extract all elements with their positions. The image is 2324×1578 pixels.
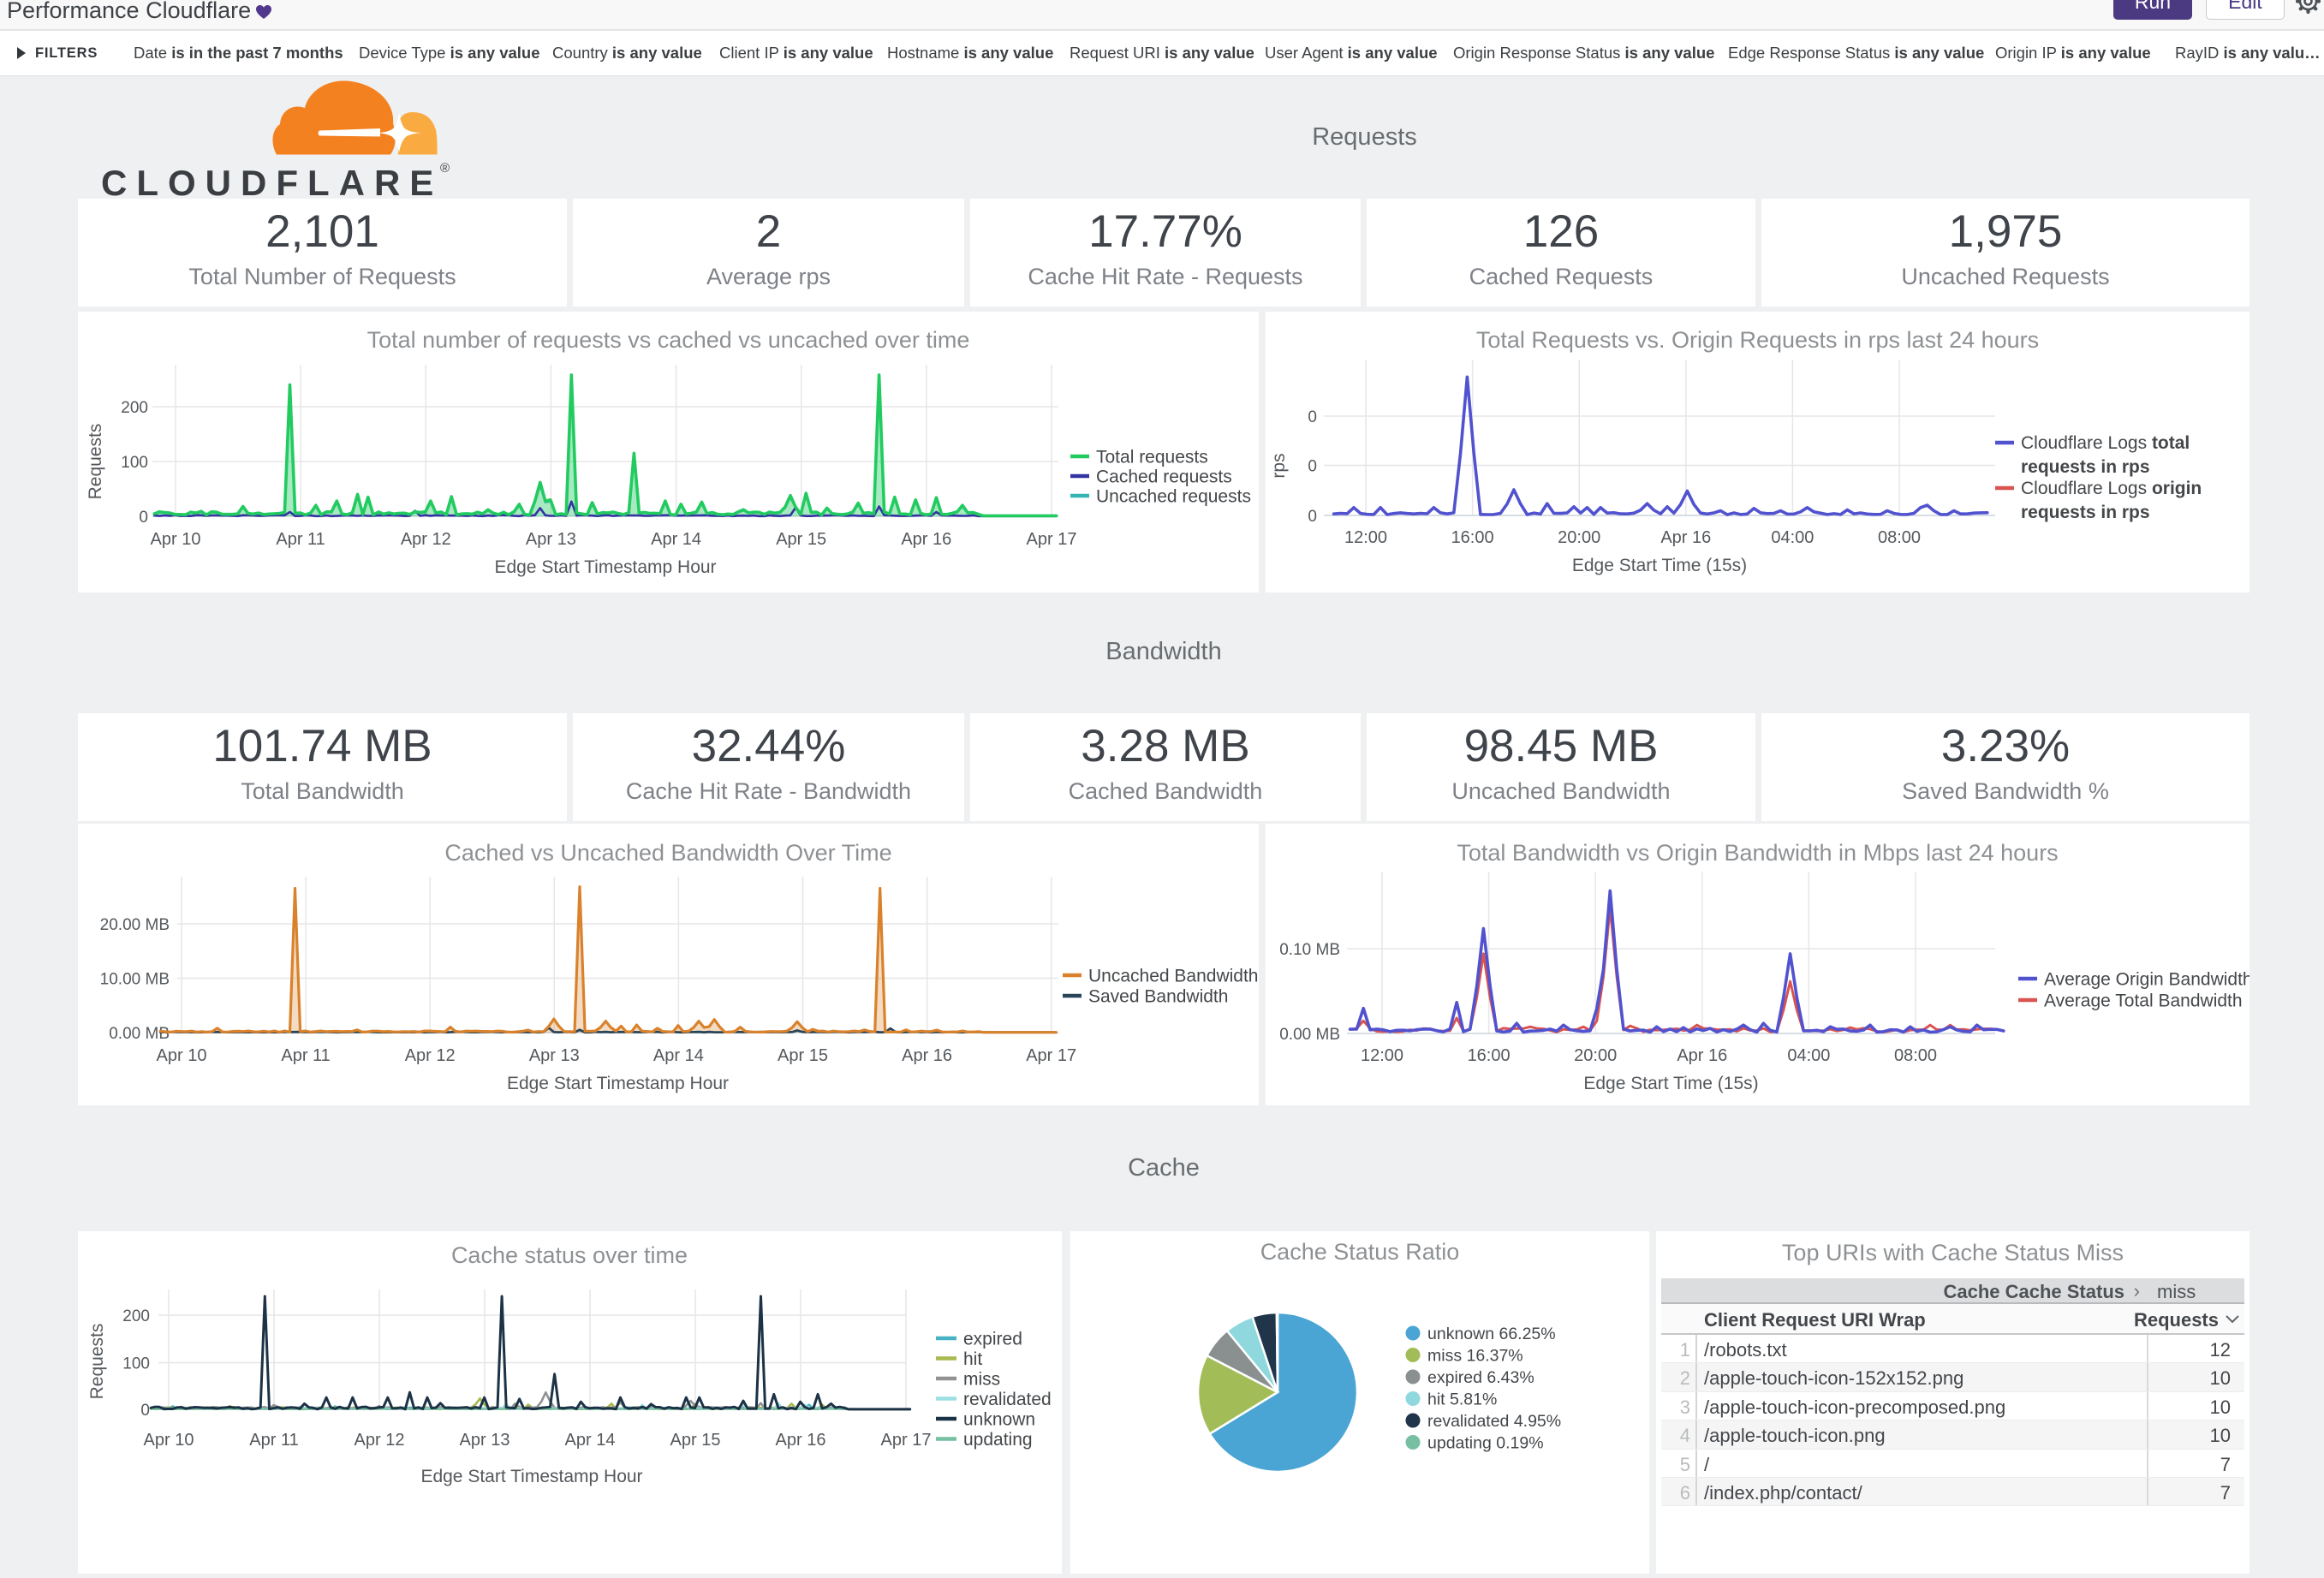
svg-text:Total Bandwidth vs Origin Band: Total Bandwidth vs Origin Bandwidth in M… (1457, 840, 2058, 866)
svg-text:Apr 12: Apr 12 (401, 530, 451, 549)
svg-text:Apr 10: Apr 10 (144, 1431, 194, 1450)
svg-text:Apr 16: Apr 16 (1660, 528, 1711, 547)
svg-text:Apr 14: Apr 14 (651, 530, 701, 549)
svg-text:Apr 13: Apr 13 (460, 1431, 510, 1450)
svg-text:revalidated: revalidated (963, 1390, 1052, 1409)
svg-text:Edge Start Timestamp Hour: Edge Start Timestamp Hour (494, 557, 716, 577)
svg-text:04:00: 04:00 (1787, 1046, 1830, 1065)
svg-text:rps: rps (1269, 453, 1289, 478)
svg-text:Apr 17: Apr 17 (1027, 530, 1077, 549)
svg-text:Apr 13: Apr 13 (526, 530, 576, 549)
svg-text:Edge Start Time (15s): Edge Start Time (15s) (1572, 556, 1747, 575)
svg-text:Requests: Requests (87, 1324, 107, 1400)
svg-text:Apr 16: Apr 16 (901, 530, 951, 549)
svg-text:100: 100 (122, 1355, 150, 1373)
svg-text:unknown 66.25%: unknown 66.25% (1427, 1325, 1556, 1343)
svg-text:12:00: 12:00 (1344, 528, 1387, 547)
svg-text:0: 0 (1308, 508, 1317, 526)
svg-text:10.00 MB: 10.00 MB (100, 971, 170, 989)
svg-text:Cloudflare Logs total: Cloudflare Logs total (2021, 433, 2190, 453)
svg-text:Apr 14: Apr 14 (653, 1046, 704, 1065)
svg-text:16:00: 16:00 (1451, 528, 1494, 547)
svg-text:Total Requests vs. Origin Requ: Total Requests vs. Origin Requests in rp… (1476, 327, 2039, 353)
svg-text:unknown: unknown (963, 1410, 1035, 1430)
svg-text:20:00: 20:00 (1574, 1046, 1617, 1065)
svg-text:Apr 15: Apr 15 (776, 530, 826, 549)
svg-text:requests in rps: requests in rps (2021, 503, 2150, 522)
svg-text:Requests: Requests (86, 424, 105, 500)
svg-text:Cloudflare Logs origin: Cloudflare Logs origin (2021, 479, 2202, 498)
svg-text:20:00: 20:00 (1558, 528, 1600, 547)
svg-text:Apr 10: Apr 10 (151, 530, 201, 549)
svg-text:Apr 11: Apr 11 (249, 1431, 298, 1450)
svg-text:Apr 12: Apr 12 (405, 1046, 456, 1065)
svg-text:200: 200 (122, 1307, 150, 1325)
svg-text:Apr 17: Apr 17 (881, 1431, 932, 1450)
svg-text:Apr 16: Apr 16 (902, 1046, 952, 1065)
svg-text:miss: miss (963, 1370, 1000, 1390)
svg-text:16:00: 16:00 (1468, 1046, 1511, 1065)
svg-text:Edge Start Timestamp Hour: Edge Start Timestamp Hour (507, 1074, 729, 1093)
svg-text:Apr 14: Apr 14 (565, 1431, 616, 1450)
svg-text:Apr 17: Apr 17 (1026, 1046, 1076, 1065)
svg-text:revalidated 4.95%: revalidated 4.95% (1427, 1412, 1561, 1431)
svg-text:miss 16.37%: miss 16.37% (1427, 1347, 1523, 1366)
svg-text:20.00 MB: 20.00 MB (100, 916, 170, 934)
svg-text:®: ® (440, 161, 450, 176)
svg-text:requests in rps: requests in rps (2021, 457, 2150, 477)
svg-text:0.00 MB: 0.00 MB (1279, 1026, 1340, 1044)
svg-text:0.00 MB: 0.00 MB (109, 1025, 170, 1043)
svg-text:04:00: 04:00 (1771, 528, 1814, 547)
svg-text:Apr 15: Apr 15 (778, 1046, 828, 1065)
svg-text:Total requests: Total requests (1096, 448, 1208, 467)
svg-text:Apr 16: Apr 16 (776, 1431, 826, 1450)
svg-text:Uncached requests: Uncached requests (1096, 487, 1251, 507)
svg-text:0: 0 (139, 509, 148, 527)
svg-text:Apr 12: Apr 12 (355, 1431, 405, 1450)
svg-text:hit: hit (963, 1349, 982, 1369)
svg-text:Apr 15: Apr 15 (670, 1431, 721, 1450)
svg-text:Edge Start Timestamp Hour: Edge Start Timestamp Hour (420, 1467, 642, 1486)
svg-text:Total number of requests vs ca: Total number of requests vs cached vs un… (367, 327, 970, 353)
svg-text:Apr 13: Apr 13 (529, 1046, 580, 1065)
svg-text:Uncached Bandwidth: Uncached Bandwidth (1088, 967, 1258, 986)
svg-text:0.10 MB: 0.10 MB (1279, 941, 1340, 959)
svg-text:Apr 11: Apr 11 (276, 530, 325, 549)
svg-text:08:00: 08:00 (1894, 1046, 1937, 1065)
svg-text:updating: updating (963, 1430, 1033, 1450)
svg-text:0: 0 (140, 1402, 150, 1420)
svg-text:CLOUDFLARE: CLOUDFLARE (101, 163, 443, 203)
svg-text:12:00: 12:00 (1361, 1046, 1403, 1065)
svg-text:Cache status over time: Cache status over time (451, 1242, 688, 1268)
svg-text:Apr 11: Apr 11 (281, 1046, 330, 1065)
svg-text:Edge Start Time (15s): Edge Start Time (15s) (1583, 1074, 1758, 1093)
svg-text:Average Total Bandwidth: Average Total Bandwidth (2044, 991, 2243, 1011)
svg-text:100: 100 (121, 454, 148, 472)
svg-text:Cached requests: Cached requests (1096, 467, 1232, 487)
svg-text:Cached vs Uncached Bandwidth O: Cached vs Uncached Bandwidth Over Time (444, 840, 891, 866)
svg-text:Apr 16: Apr 16 (1677, 1046, 1727, 1065)
svg-text:Average Origin Bandwidth: Average Origin Bandwidth (2044, 970, 2250, 990)
svg-text:08:00: 08:00 (1878, 528, 1921, 547)
svg-text:expired: expired (963, 1330, 1022, 1349)
svg-text:updating 0.19%: updating 0.19% (1427, 1434, 1544, 1453)
svg-text:Apr 10: Apr 10 (157, 1046, 207, 1065)
svg-text:200: 200 (121, 399, 148, 417)
svg-text:Saved Bandwidth: Saved Bandwidth (1088, 987, 1228, 1007)
svg-text:Cache Status Ratio: Cache Status Ratio (1260, 1239, 1460, 1265)
svg-text:0: 0 (1308, 408, 1317, 426)
svg-text:expired 6.43%: expired 6.43% (1427, 1368, 1534, 1387)
svg-text:0: 0 (1308, 458, 1317, 476)
svg-text:hit 5.81%: hit 5.81% (1427, 1390, 1497, 1409)
